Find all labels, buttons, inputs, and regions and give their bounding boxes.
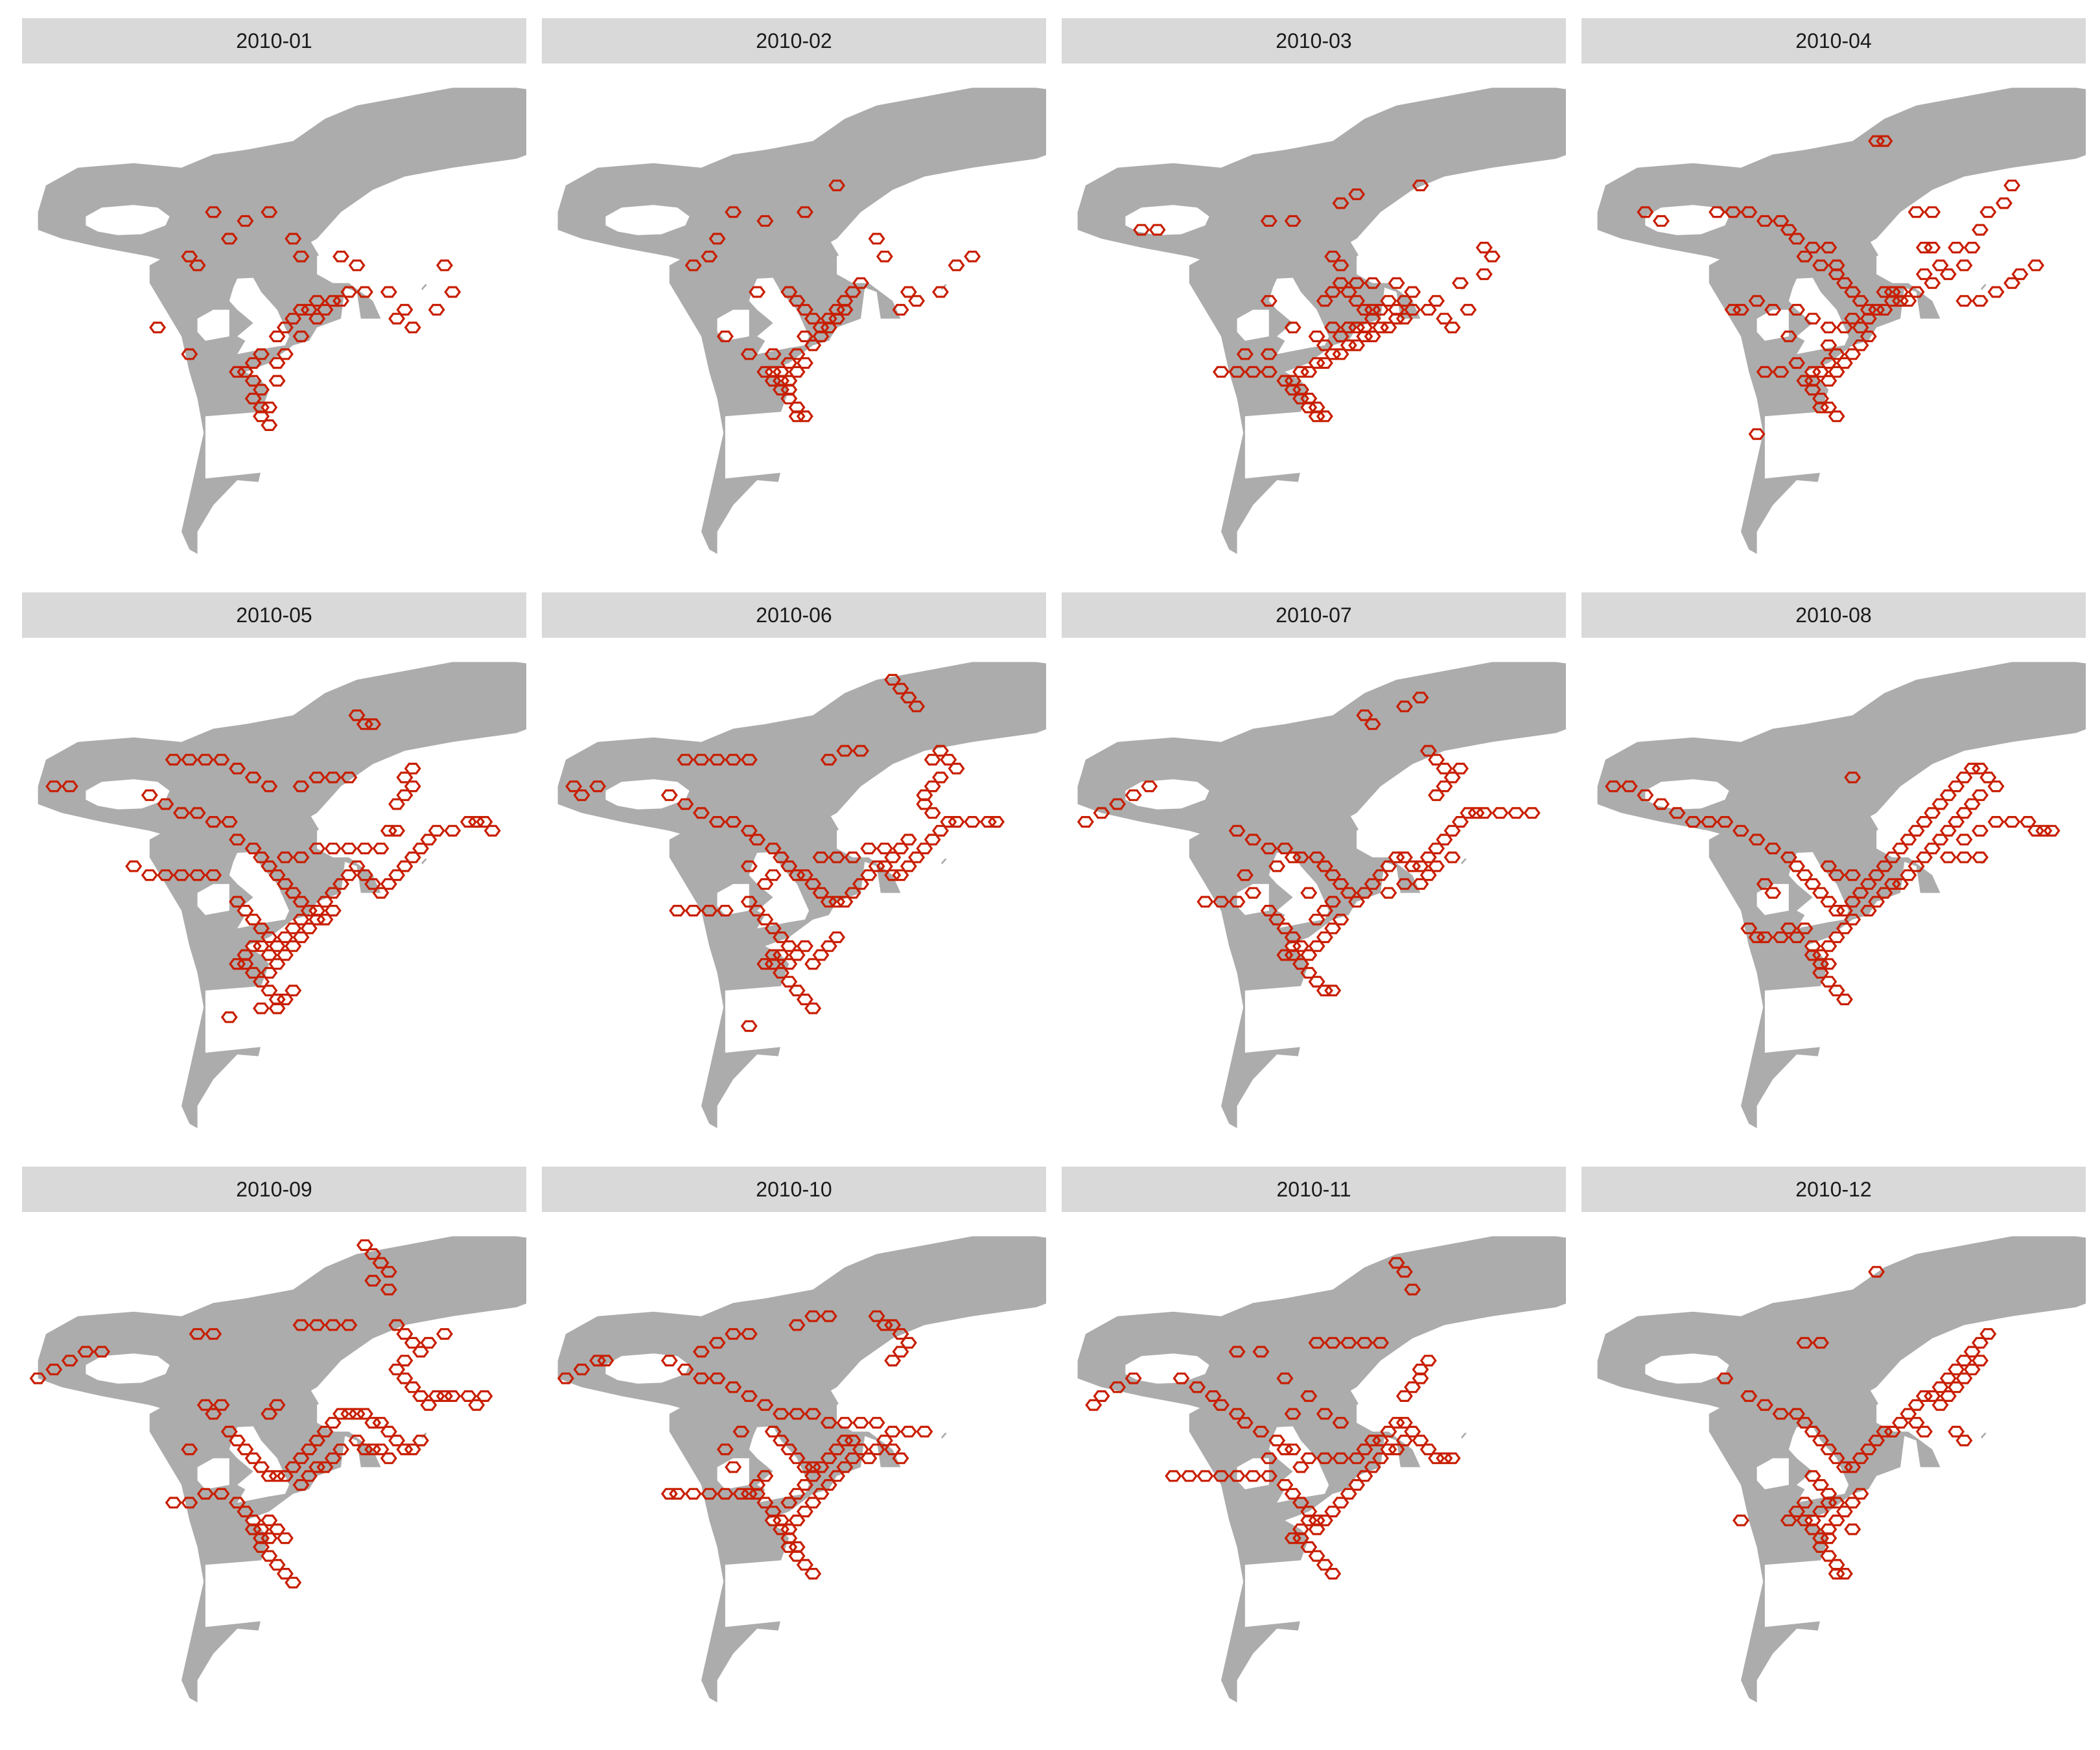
facet-map (1062, 70, 1566, 566)
island-gotland (1461, 858, 1467, 865)
map-svg (1581, 1219, 2086, 1715)
hexbin-cell (1989, 287, 2003, 297)
island-gotland (1461, 1432, 1467, 1439)
hexbin-cell (670, 906, 684, 916)
facet-strip-label: 2010-07 (1062, 592, 1566, 638)
facet-strip-label: 2010-03 (1062, 18, 1566, 64)
map-svg (542, 1219, 1046, 1715)
hexbin-cell (1198, 897, 1212, 907)
map-svg (22, 70, 526, 566)
facet-panel: 2010-12 (1581, 1167, 2086, 1715)
hexbin-cell (1973, 296, 1987, 306)
facet-map (1062, 1219, 1566, 1715)
facet-panel: 2010-07 (1062, 592, 1566, 1141)
island-gotland (421, 858, 427, 865)
hexbin-cell (1198, 1471, 1212, 1481)
hexbin-cell (1095, 1392, 1109, 1401)
island-gotland (421, 284, 427, 290)
hexbin-cell (950, 261, 964, 270)
hexbin-cell (1734, 1515, 1748, 1525)
island-gotland (941, 1432, 947, 1439)
map-svg (22, 1219, 526, 1715)
hexbin-cell (1989, 817, 2003, 827)
map-svg (1581, 644, 2086, 1141)
facet-map (22, 70, 526, 566)
facet-strip-label: 2010-05 (22, 592, 526, 638)
hexbin-cell (1214, 367, 1228, 377)
map-svg (1062, 644, 1566, 1141)
map-svg (542, 644, 1046, 1141)
facet-panel: 2010-08 (1581, 592, 2086, 1141)
hexbin-cell (430, 826, 444, 835)
hexbin-cell (1079, 817, 1093, 827)
facet-strip-label: 2010-01 (22, 18, 526, 64)
facet-panel: 2010-03 (1062, 18, 1566, 566)
facet-strip-label: 2010-09 (22, 1167, 526, 1212)
hexbin-cell (1166, 1471, 1180, 1481)
facet-map (1062, 644, 1566, 1141)
hexbin-cell (414, 1436, 428, 1445)
facet-panel: 2010-10 (542, 1167, 1046, 1715)
facet-map (22, 644, 526, 1141)
facet-map (22, 1219, 526, 1715)
facet-strip-label: 2010-12 (1581, 1167, 2086, 1212)
facet-map (1581, 644, 2086, 1141)
hexbin-cell (1973, 826, 1987, 835)
hexbin-cell (1750, 429, 1764, 439)
facet-strip-label: 2010-04 (1581, 18, 2086, 64)
facet-strip-label: 2010-08 (1581, 592, 2086, 638)
facet-map (1581, 70, 2086, 566)
map-svg (1062, 1219, 1566, 1715)
hexbin-cell (126, 861, 141, 871)
island-gotland (1981, 284, 1987, 290)
facet-panel: 2010-09 (22, 1167, 526, 1715)
hexbin-cell (686, 1489, 701, 1499)
facet-map (542, 1219, 1046, 1715)
island-gotland (1981, 1432, 1987, 1439)
facet-panel: 2010-06 (542, 592, 1046, 1141)
hexbin-cell (1453, 278, 1467, 288)
hexbin-cell (1477, 270, 1491, 279)
hexbin-cell (1182, 1471, 1196, 1481)
facet-panel: 2010-02 (542, 18, 1046, 566)
hexbin-cell (933, 287, 948, 297)
map-svg (22, 644, 526, 1141)
facet-panel: 2010-01 (22, 18, 526, 566)
island-gotland (941, 858, 947, 865)
map-svg (1581, 70, 2086, 566)
facet-panel: 2010-04 (1581, 18, 2086, 566)
hexbin-cell (150, 323, 165, 332)
facet-strip-label: 2010-11 (1062, 1167, 1566, 1212)
hexbin-cell (686, 906, 701, 916)
hexbin-cell (1973, 852, 1987, 862)
hexbin-cell (167, 1498, 181, 1508)
hexbin-cell (1421, 305, 1436, 315)
facet-map (1581, 1219, 2086, 1715)
facet-strip-label: 2010-06 (542, 592, 1046, 638)
facet-panel: 2010-11 (1062, 1167, 1566, 1715)
facet-strip-label: 2010-10 (542, 1167, 1046, 1212)
hexbin-cell (1909, 207, 1924, 217)
facet-map (542, 644, 1046, 1141)
hexbin-cell (1390, 278, 1404, 288)
map-svg (542, 70, 1046, 566)
map-svg (1062, 70, 1566, 566)
facet-map (542, 70, 1046, 566)
hexbin-cell (382, 1454, 396, 1464)
facet-panel: 2010-05 (22, 592, 526, 1141)
facet-strip-label: 2010-02 (542, 18, 1046, 64)
hexbin-cell (143, 870, 157, 880)
